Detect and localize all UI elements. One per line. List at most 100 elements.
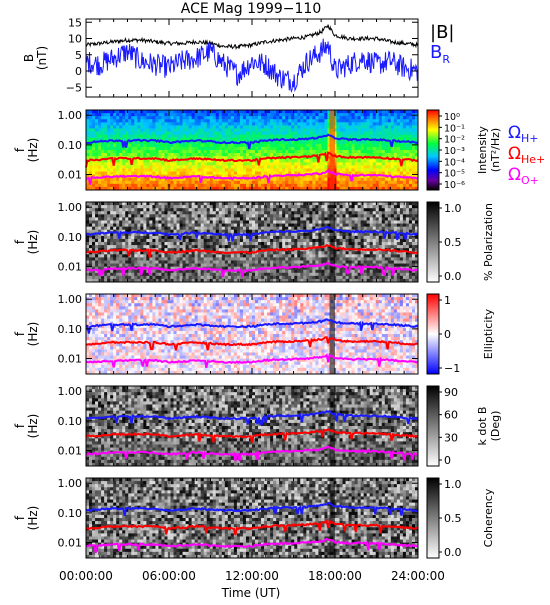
spectrogram-cell xyxy=(98,144,101,147)
spectrogram-cell xyxy=(186,227,189,230)
spectrogram-cell xyxy=(279,132,282,135)
spectrogram-cell xyxy=(264,168,267,171)
spectrogram-cell xyxy=(294,144,297,147)
spectrogram-cell xyxy=(379,178,382,181)
spectrogram-cell xyxy=(270,116,273,119)
spectrogram-cell xyxy=(309,251,312,254)
spectrogram-cell xyxy=(122,128,125,131)
spectrogram-cell xyxy=(149,150,152,153)
spectrogram-cell xyxy=(391,135,394,138)
spectrogram-cell xyxy=(216,172,219,175)
spectrogram-cell xyxy=(267,119,270,122)
spectrogram-cell xyxy=(294,270,297,273)
spectrogram-cell xyxy=(279,128,282,131)
spectrogram-cell xyxy=(219,184,222,187)
spectrogram-cell xyxy=(152,257,155,260)
spectrogram-cell xyxy=(152,245,155,248)
spectrogram-cell xyxy=(258,165,261,168)
spectrogram-cell xyxy=(210,205,213,208)
spectrogram-cell xyxy=(370,125,373,128)
spectrogram-cell xyxy=(225,156,228,159)
spectrogram-cell xyxy=(164,153,167,156)
spectrogram-cell xyxy=(125,113,128,116)
spectrogram-cell xyxy=(264,205,267,208)
spectrogram-cell xyxy=(261,168,264,171)
spectrogram-cell xyxy=(207,184,210,187)
spectrogram-cell xyxy=(180,165,183,168)
spectrogram-cell xyxy=(98,184,101,187)
spectrogram-cell xyxy=(270,270,273,273)
spectrogram-cell xyxy=(276,233,279,236)
spectrogram-cell xyxy=(321,122,324,125)
spectrogram-cell xyxy=(146,264,149,267)
spectrogram-cell xyxy=(409,181,412,184)
spectrogram-cell xyxy=(273,165,276,168)
spectrogram-cell xyxy=(113,150,116,153)
y-axis-label: B xyxy=(22,54,36,62)
spectrogram-cell xyxy=(143,150,146,153)
spectrogram-cell xyxy=(210,184,213,187)
spectrogram-cell xyxy=(140,211,143,214)
spectrogram-cell xyxy=(164,128,167,131)
spectrogram-cell xyxy=(252,245,255,248)
spectrogram-cell xyxy=(92,273,95,276)
spectrogram-cell xyxy=(364,150,367,153)
spectrogram-cell xyxy=(409,135,412,138)
spectrogram-cell xyxy=(246,168,249,171)
spectrogram-cell xyxy=(189,110,192,113)
spectrogram-cell xyxy=(276,178,279,181)
spectrogram-cell xyxy=(155,270,158,273)
spectrogram-cell xyxy=(177,168,180,171)
spectrogram-cell xyxy=(137,122,140,125)
spectrogram-cell xyxy=(186,178,189,181)
panel-intensity: 0.010.101.00f(Hz)10⁰10⁻¹10⁻²10⁻³10⁻⁴10⁻⁵… xyxy=(13,109,502,191)
spectrogram-cell xyxy=(171,214,174,217)
spectrogram-cell xyxy=(131,211,134,214)
spectrogram-cell xyxy=(107,220,110,223)
spectrogram-cell xyxy=(174,224,177,227)
spectrogram-cell xyxy=(315,165,318,168)
spectrogram-cell xyxy=(167,208,170,211)
spectrogram-cell xyxy=(149,153,152,156)
spectrogram-cell xyxy=(291,254,294,257)
spectrogram-cell xyxy=(137,132,140,135)
spectrogram-cell xyxy=(288,233,291,236)
spectrogram-cell xyxy=(152,119,155,122)
spectrogram-cell xyxy=(406,162,409,165)
spectrogram-cell xyxy=(346,116,349,119)
spectrogram-cell xyxy=(234,230,237,233)
spectrogram-cell xyxy=(237,236,240,239)
spectrogram-cell xyxy=(312,116,315,119)
spectrogram-cell xyxy=(318,138,321,141)
spectrogram-cell xyxy=(237,165,240,168)
spectrogram-cell xyxy=(276,257,279,260)
spectrogram-cell xyxy=(107,172,110,175)
spectrogram-cell xyxy=(391,113,394,116)
spectrogram-cell xyxy=(134,159,137,162)
spectrogram-cell xyxy=(134,276,137,279)
spectrogram-cell xyxy=(201,135,204,138)
spectrogram-cell xyxy=(177,273,180,276)
spectrogram-cell xyxy=(285,159,288,162)
spectrogram-cell xyxy=(95,239,98,242)
spectrogram-cell xyxy=(276,116,279,119)
spectrogram-cell xyxy=(201,144,204,147)
spectrogram-cell xyxy=(364,135,367,138)
spectrogram-cell xyxy=(397,165,400,168)
spectrogram-cell xyxy=(171,242,174,245)
spectrogram-cell xyxy=(261,135,264,138)
spectrogram-cell xyxy=(158,205,161,208)
spectrogram-cell xyxy=(158,211,161,214)
spectrogram-cell xyxy=(177,184,180,187)
colorbar-tick-label: 10⁻⁵ xyxy=(444,169,465,180)
spectrogram-cell xyxy=(134,208,137,211)
spectrogram-cell xyxy=(243,113,246,116)
spectrogram-cell xyxy=(349,168,352,171)
spectrogram-cell xyxy=(228,214,231,217)
spectrogram-cell xyxy=(107,125,110,128)
spectrogram-cell xyxy=(171,168,174,171)
spectrogram-cell xyxy=(267,236,270,239)
spectrogram-cell xyxy=(382,147,385,150)
spectrogram-cell xyxy=(352,135,355,138)
spectrogram-cell xyxy=(195,125,198,128)
